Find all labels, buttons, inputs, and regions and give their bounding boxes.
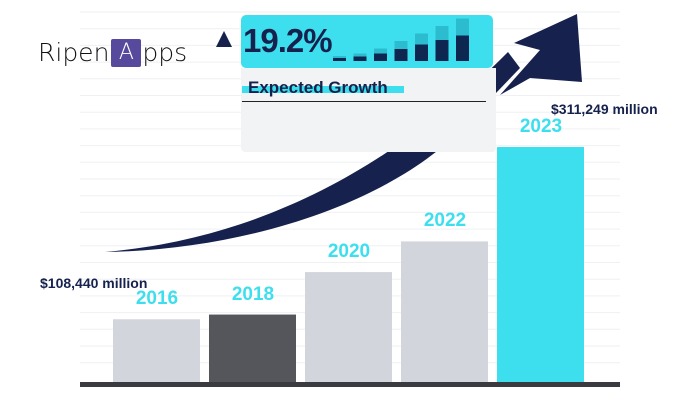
x-axis [80, 382, 620, 387]
year-label: 2016 [135, 288, 179, 310]
logo-a-mark: A [111, 38, 142, 67]
year-label: 2022 [423, 210, 467, 232]
year-label: 2018 [231, 283, 275, 305]
bar-2020 [305, 272, 392, 383]
growth-card-body [241, 68, 496, 152]
year-label: 2023 [519, 116, 563, 137]
growth-percent: 19.2% [243, 22, 333, 59]
mini-bar [456, 35, 469, 61]
mini-bar [394, 49, 408, 61]
year-label: 2020 [327, 241, 371, 263]
mini-bar [353, 56, 367, 61]
bar-2016 [113, 319, 200, 383]
triangle-up-icon [216, 31, 232, 47]
mini-bar [435, 40, 449, 61]
logo-text-ripen: Ripen [38, 38, 110, 67]
bar-2023 [497, 147, 584, 383]
divider [242, 101, 486, 102]
trend-arrow-head [500, 14, 582, 95]
bar-2018 [209, 314, 296, 383]
annotation-end: $311,249 million [551, 101, 658, 117]
bar-2022 [401, 241, 488, 383]
label-highlight [242, 86, 404, 93]
annotation-start: $108,440 million [40, 275, 148, 291]
growth-card-header [241, 15, 493, 68]
mini-bar [333, 58, 346, 61]
trend-arrow-body [105, 52, 520, 252]
mini-bar [374, 53, 387, 61]
logo-text-pps: pps [142, 38, 188, 67]
growth-label: Expected Growth [248, 78, 388, 97]
mini-bar [415, 44, 428, 61]
